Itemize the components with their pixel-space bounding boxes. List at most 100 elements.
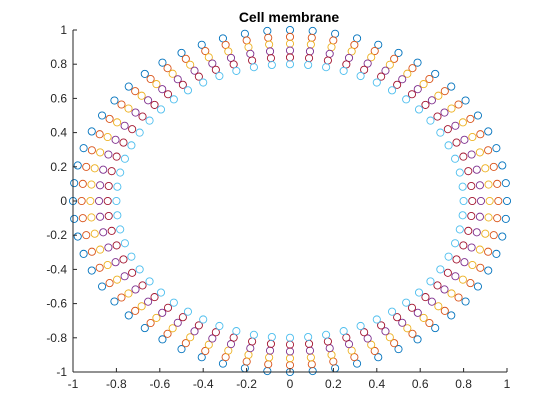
- data-point: [107, 167, 116, 176]
- data-point: [451, 154, 460, 163]
- data-point: [451, 272, 460, 281]
- data-point: [436, 128, 445, 137]
- data-point: [476, 130, 485, 139]
- data-point: [484, 180, 493, 189]
- data-point: [305, 47, 315, 56]
- data-point: [481, 229, 490, 238]
- data-point: [96, 212, 105, 221]
- data-point: [370, 46, 379, 56]
- data-point: [307, 33, 316, 42]
- data-point: [104, 211, 113, 221]
- data-point: [440, 285, 449, 294]
- data-point: [485, 196, 494, 206]
- data-point: [152, 313, 161, 322]
- data-point: [124, 82, 133, 91]
- data-point: [181, 54, 190, 63]
- data-point: [168, 324, 177, 333]
- data-point: [186, 333, 195, 342]
- data-point: [489, 231, 498, 240]
- data-point: [466, 114, 475, 123]
- data-point: [87, 247, 96, 256]
- data-point: [103, 132, 112, 142]
- data-point: [87, 180, 96, 189]
- x-tick-label: -0.4: [193, 377, 214, 391]
- data-point: [240, 29, 249, 38]
- data-point: [215, 71, 224, 81]
- data-point: [190, 327, 199, 336]
- data-point: [493, 214, 502, 223]
- data-point: [339, 66, 348, 75]
- data-point: [472, 228, 481, 237]
- data-point: [472, 165, 481, 174]
- data-point: [285, 361, 295, 370]
- data-point: [325, 344, 334, 353]
- data-point: [113, 118, 122, 127]
- data-point: [484, 266, 493, 275]
- data-point: [116, 225, 125, 234]
- data-point: [104, 150, 113, 159]
- data-point: [475, 148, 484, 157]
- data-point: [199, 78, 208, 87]
- data-point: [266, 339, 276, 348]
- data-point: [113, 182, 122, 191]
- data-point: [73, 161, 82, 170]
- data-point: [94, 196, 104, 206]
- data-point: [242, 357, 251, 366]
- data-point: [177, 345, 186, 354]
- data-point: [116, 168, 125, 177]
- y-tick-label: 0: [60, 194, 67, 208]
- data-point: [363, 334, 372, 343]
- data-point: [394, 48, 403, 57]
- data-point: [426, 277, 435, 286]
- data-point: [444, 252, 453, 261]
- data-point: [372, 315, 381, 324]
- data-point: [433, 112, 442, 121]
- data-point: [436, 265, 445, 274]
- data-point: [427, 96, 436, 105]
- data-point: [119, 255, 128, 264]
- data-point: [407, 303, 417, 312]
- data-point: [163, 64, 172, 73]
- chart-title: Cell membrane: [239, 9, 340, 25]
- data-point: [467, 181, 476, 191]
- y-tick-label: 0.6: [50, 91, 67, 105]
- data-point: [459, 241, 468, 250]
- data-point: [372, 78, 381, 87]
- data-point: [158, 58, 167, 67]
- data-point: [285, 340, 295, 349]
- data-point: [124, 289, 133, 298]
- data-point: [263, 367, 272, 376]
- x-tick-label: -1: [68, 377, 79, 391]
- data-point: [285, 354, 295, 363]
- data-point: [264, 360, 273, 369]
- series-5: [103, 53, 477, 349]
- data-point: [339, 327, 348, 336]
- data-point: [402, 298, 411, 307]
- data-point: [124, 311, 133, 320]
- points-layer: [68, 25, 512, 377]
- data-point: [440, 306, 449, 315]
- data-point: [431, 69, 440, 78]
- data-point: [96, 148, 105, 157]
- data-point: [501, 179, 510, 188]
- data-point: [131, 108, 140, 117]
- data-point: [107, 226, 116, 235]
- data-point: [398, 75, 407, 84]
- data-point: [390, 54, 399, 63]
- x-ticks: -1 -0.8 -0.6 -0.4 -0.2 0 0.2 0.4 0.6 0.8 1: [68, 368, 511, 391]
- data-point: [197, 353, 206, 362]
- data-point: [466, 279, 475, 288]
- data-point: [70, 214, 79, 223]
- data-point: [356, 71, 365, 81]
- data-point: [434, 91, 443, 100]
- data-point: [140, 69, 149, 78]
- data-point: [265, 47, 275, 56]
- data-point: [464, 226, 473, 235]
- data-point: [90, 229, 99, 238]
- data-point: [398, 318, 407, 327]
- data-point: [390, 339, 399, 348]
- y-tick-label: 1: [60, 23, 67, 37]
- data-point: [308, 367, 317, 376]
- data-point: [452, 255, 461, 264]
- data-point: [232, 66, 241, 75]
